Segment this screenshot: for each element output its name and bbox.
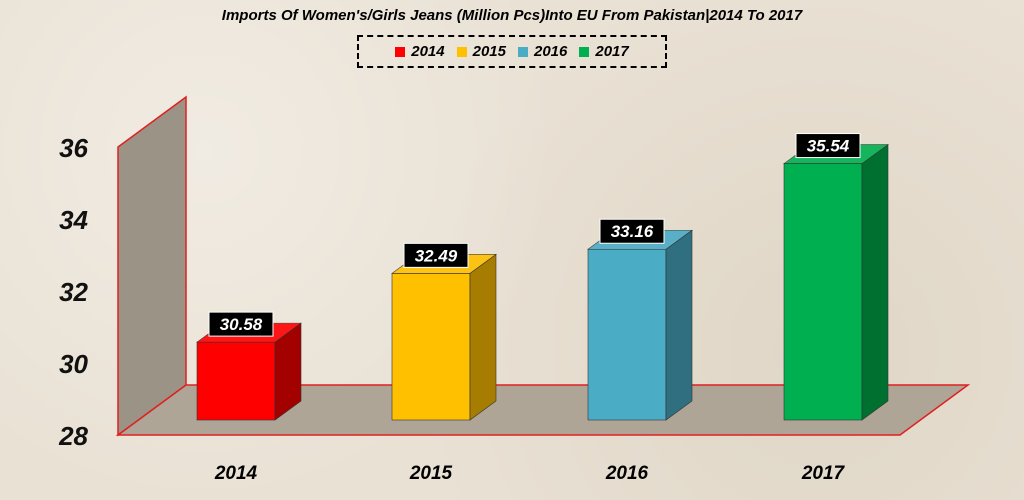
x-tick-label-2016: 2016: [605, 463, 649, 484]
data-label-box-2016: [599, 218, 665, 244]
legend-item-2016: 2016: [518, 43, 567, 60]
bar-front-2016: [587, 248, 667, 421]
data-label-box-2015: [403, 242, 469, 268]
legend: 2014 2015 2016 2017: [357, 35, 667, 68]
data-label-box-2017: [795, 133, 861, 159]
bar-side-2017: [861, 143, 889, 421]
data-label-2015: 32.49: [415, 246, 458, 265]
y-tick-label-28: 28: [58, 421, 88, 451]
legend-label-2015: 2015: [472, 43, 506, 60]
y-tick-label-32: 32: [59, 277, 88, 307]
chart-title: Imports Of Women's/Girls Jeans (Million …: [221, 7, 803, 24]
data-label-2017: 35.54: [807, 137, 850, 156]
bar-side-2015: [469, 253, 497, 421]
bar-front-2014: [196, 341, 276, 421]
bar-front-2015: [391, 273, 471, 421]
y-tick-label-34: 34: [59, 205, 88, 235]
bar-side-2016: [665, 229, 693, 421]
bar-front-2017: [783, 163, 863, 421]
data-label-2016: 33.16: [611, 222, 654, 241]
y-tick-label-30: 30: [59, 349, 88, 379]
legend-item-2017: 2017: [579, 43, 629, 60]
x-tick-label-2015: 2015: [409, 463, 453, 484]
legend-item-2014: 2014: [395, 43, 445, 60]
y-tick-label-36: 36: [59, 133, 88, 163]
x-tick-label-2014: 2014: [214, 463, 258, 484]
data-label-2014: 30.58: [220, 315, 263, 334]
x-tick-label-2017: 2017: [801, 463, 846, 484]
legend-label-2017: 2017: [595, 43, 629, 60]
legend-swatch-2015: [456, 46, 467, 57]
data-label-box-2014: [208, 311, 274, 337]
legend-swatch-2016: [518, 46, 528, 57]
legend-swatch-2014: [395, 46, 406, 57]
back-wall: [117, 95, 187, 437]
floor: [115, 384, 971, 436]
legend-swatch-2017: [579, 46, 590, 57]
legend-item-2015: 2015: [456, 43, 506, 60]
legend-label-2014: 2014: [411, 43, 445, 60]
legend-label-2016: 2016: [534, 43, 568, 60]
